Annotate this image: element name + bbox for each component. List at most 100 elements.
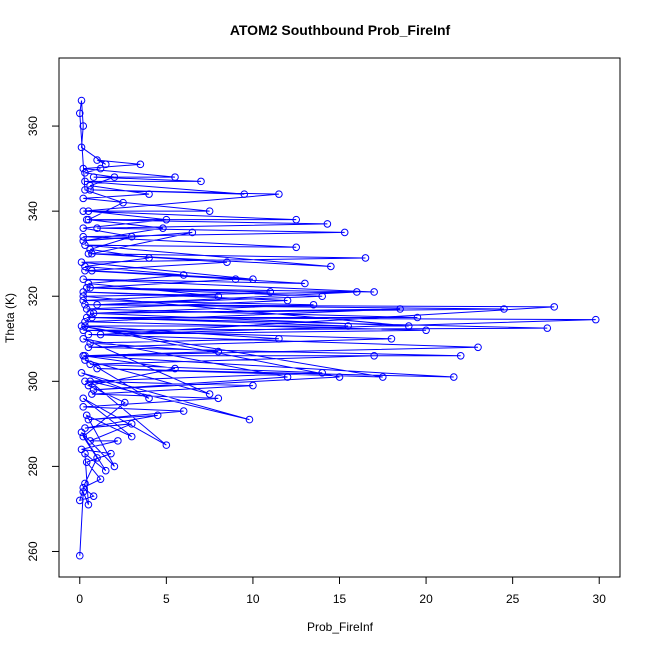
point bbox=[93, 364, 101, 373]
point bbox=[79, 194, 88, 203]
point bbox=[75, 496, 84, 505]
x-tick-label: 0 bbox=[76, 592, 83, 606]
point bbox=[318, 292, 326, 301]
point bbox=[89, 492, 98, 500]
point bbox=[86, 360, 94, 369]
point bbox=[422, 326, 430, 335]
point bbox=[179, 271, 188, 279]
point bbox=[81, 317, 89, 326]
point bbox=[327, 262, 335, 271]
point bbox=[81, 266, 89, 275]
point bbox=[171, 173, 179, 181]
x-tick-label: 15 bbox=[333, 592, 347, 606]
point bbox=[378, 373, 387, 381]
point bbox=[79, 164, 88, 173]
point bbox=[88, 390, 96, 398]
y-axis-label: Theta (K) bbox=[3, 293, 17, 343]
point bbox=[79, 483, 88, 492]
point bbox=[81, 322, 89, 330]
point bbox=[188, 228, 197, 237]
point bbox=[96, 164, 105, 173]
point bbox=[84, 415, 93, 424]
point bbox=[179, 407, 188, 415]
point bbox=[88, 313, 96, 322]
point bbox=[86, 245, 94, 254]
point bbox=[82, 305, 91, 313]
point bbox=[81, 300, 89, 309]
point bbox=[86, 377, 94, 386]
point bbox=[81, 186, 89, 194]
point bbox=[283, 373, 292, 381]
point bbox=[93, 224, 101, 232]
point bbox=[340, 228, 349, 237]
point bbox=[456, 351, 465, 360]
point bbox=[81, 356, 89, 364]
x-tick-label: 25 bbox=[506, 592, 520, 606]
point bbox=[205, 207, 214, 215]
point bbox=[370, 288, 378, 296]
x-tick-label: 20 bbox=[419, 592, 433, 606]
point bbox=[249, 381, 257, 390]
point bbox=[323, 220, 332, 228]
point bbox=[84, 249, 93, 258]
point bbox=[82, 458, 91, 466]
point bbox=[110, 173, 119, 181]
point bbox=[77, 369, 86, 377]
point bbox=[449, 373, 458, 381]
x-tick-label: 30 bbox=[593, 592, 607, 606]
point bbox=[404, 322, 413, 330]
point bbox=[275, 334, 283, 343]
point bbox=[79, 488, 88, 496]
point bbox=[89, 386, 98, 394]
point bbox=[84, 381, 93, 390]
point bbox=[86, 186, 94, 194]
point bbox=[387, 334, 396, 343]
point bbox=[162, 441, 171, 449]
point bbox=[292, 215, 301, 224]
point bbox=[86, 283, 94, 292]
point bbox=[86, 181, 94, 190]
point bbox=[96, 330, 105, 339]
point bbox=[75, 551, 84, 560]
point bbox=[81, 479, 89, 488]
point bbox=[79, 296, 88, 305]
point bbox=[84, 500, 93, 509]
point bbox=[309, 300, 318, 309]
point bbox=[84, 207, 93, 215]
point bbox=[93, 300, 101, 309]
point bbox=[110, 462, 119, 471]
point bbox=[197, 177, 205, 186]
point bbox=[81, 241, 89, 249]
point bbox=[107, 449, 115, 458]
point bbox=[86, 339, 94, 347]
point bbox=[79, 334, 88, 343]
x-tick-label: 10 bbox=[246, 592, 260, 606]
point bbox=[84, 279, 93, 288]
point bbox=[136, 160, 145, 169]
point bbox=[145, 190, 153, 198]
point bbox=[84, 330, 93, 339]
y-tick-label: 260 bbox=[26, 541, 40, 561]
point bbox=[101, 160, 110, 169]
point bbox=[81, 262, 89, 271]
point bbox=[114, 437, 122, 445]
point bbox=[301, 279, 309, 288]
point bbox=[591, 315, 600, 324]
point bbox=[145, 254, 153, 262]
point bbox=[89, 173, 98, 181]
point bbox=[396, 305, 404, 313]
point bbox=[370, 351, 378, 360]
point bbox=[77, 96, 86, 105]
point bbox=[245, 415, 254, 424]
point bbox=[474, 343, 482, 352]
point bbox=[127, 232, 136, 241]
point bbox=[84, 215, 93, 224]
y-tick-label: 280 bbox=[26, 456, 40, 476]
point bbox=[127, 420, 136, 428]
point bbox=[79, 275, 88, 284]
point bbox=[543, 324, 552, 332]
point bbox=[120, 398, 129, 407]
point bbox=[81, 169, 89, 177]
point bbox=[77, 143, 86, 152]
